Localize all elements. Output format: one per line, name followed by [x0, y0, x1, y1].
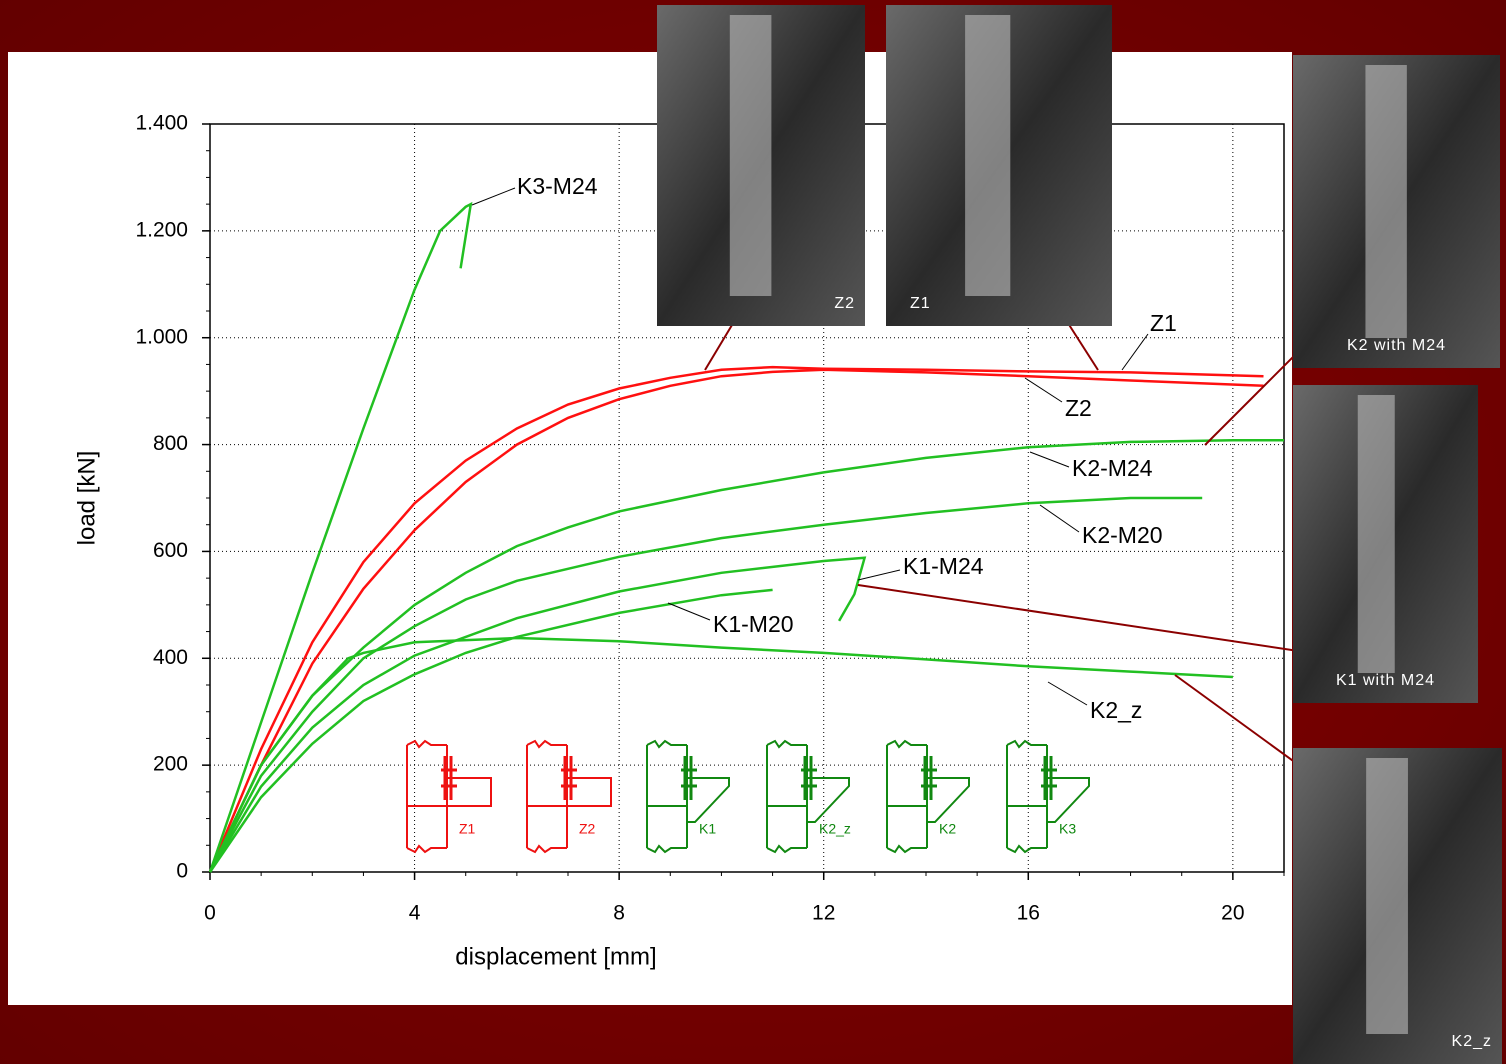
x-axis-title: displacement [mm]	[455, 943, 656, 970]
photo-caption: Z1	[910, 295, 931, 312]
detail-label: Z1	[459, 821, 476, 837]
y-tick-label: 0	[176, 860, 188, 883]
series-label: Z1	[1150, 310, 1177, 336]
x-tick-label: 12	[812, 902, 835, 925]
series-label: K1-M24	[903, 553, 984, 579]
x-tick-label: 20	[1221, 902, 1244, 925]
chart: displacement [mm] load [kN] 020040060080…	[0, 0, 1506, 1064]
x-tick-label: 4	[409, 902, 421, 925]
series-label: K2_z	[1090, 697, 1142, 723]
x-tick-label: 16	[1017, 902, 1040, 925]
photo-caption: K2 with M24	[1347, 337, 1446, 354]
y-tick-label: 1.200	[135, 218, 188, 241]
photo-detail	[1358, 395, 1395, 673]
photo-caption: Z2	[834, 295, 855, 312]
x-tick-label: 0	[204, 902, 216, 925]
y-tick-label: 200	[153, 753, 188, 776]
detail-label: K2_z	[819, 821, 851, 837]
y-tick-label: 400	[153, 646, 188, 669]
detail-label: K1	[699, 821, 716, 837]
y-tick-label: 1.400	[135, 112, 188, 135]
series-label: K2-M24	[1072, 455, 1153, 481]
y-tick-label: 800	[153, 432, 188, 455]
page: {"chart_data":{"type":"line", "xlabel":"…	[0, 0, 1506, 1064]
series-label: Z2	[1065, 395, 1092, 421]
series-label: K2-M20	[1082, 522, 1163, 548]
y-tick-label: 1.000	[135, 325, 188, 348]
y-tick-label: 600	[153, 539, 188, 562]
photo-detail	[730, 15, 772, 296]
series-label: K3-M24	[517, 173, 598, 199]
photo-caption: K2_z	[1452, 1033, 1492, 1050]
photo-caption: K1 with M24	[1336, 672, 1435, 689]
detail-label: K2	[939, 821, 956, 837]
photo-detail	[1365, 65, 1406, 338]
detail-label: K3	[1059, 821, 1076, 837]
x-tick-label: 8	[613, 902, 625, 925]
y-axis-title: load [kN]	[73, 451, 100, 546]
series-label: K1-M20	[713, 611, 794, 637]
photo-detail	[965, 15, 1010, 296]
detail-label: Z2	[579, 821, 596, 837]
photo-detail	[1366, 758, 1408, 1034]
